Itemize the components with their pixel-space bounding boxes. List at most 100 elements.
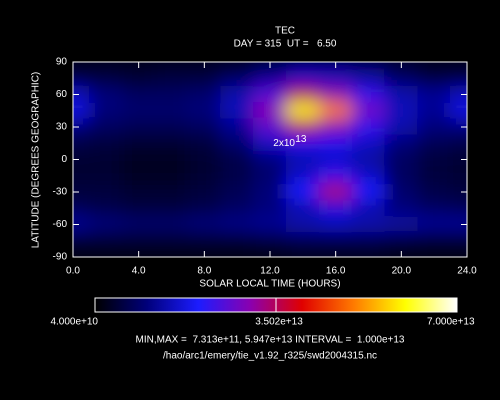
colorbar-tick-label: 4.000e+10 — [50, 317, 98, 328]
field-cell — [73, 215, 90, 234]
field-cell — [384, 69, 419, 87]
field-cell — [121, 183, 156, 201]
field-cell — [88, 248, 123, 257]
field-cell — [253, 134, 287, 152]
field-cell — [384, 167, 419, 185]
field-cell — [450, 69, 467, 87]
field-cell — [285, 248, 320, 257]
field-cell — [73, 167, 90, 185]
field-cell — [285, 102, 320, 120]
field-cell — [450, 248, 467, 257]
field-cell — [220, 248, 255, 257]
field-cell — [351, 215, 386, 234]
field-cell — [220, 134, 255, 152]
field-cell — [220, 150, 255, 169]
field-cell — [73, 118, 90, 136]
field-cell — [318, 183, 353, 201]
field-cell — [285, 215, 320, 234]
field-cell — [220, 183, 255, 201]
field-cell — [450, 167, 467, 185]
field-cell — [187, 69, 222, 87]
field-cell — [73, 69, 90, 87]
y-axis-label: LATITUDE (DEGREES GEOGRAPHIC) — [31, 72, 42, 249]
field-cell — [154, 85, 189, 104]
field-cell — [121, 232, 156, 250]
field-cell — [351, 150, 386, 169]
field-cell — [351, 118, 386, 136]
file-path: /hao/arc1/emery/tie_v1.92_r325/swd200431… — [163, 351, 377, 362]
field-cell — [73, 183, 90, 201]
field-cell — [187, 118, 222, 136]
field-cell — [253, 150, 287, 169]
field-cell — [154, 102, 189, 120]
field-cell — [73, 134, 90, 152]
field-cell — [417, 150, 452, 169]
chart-title: TEC — [275, 26, 295, 37]
field-cell — [154, 199, 189, 217]
field-cell — [121, 215, 156, 234]
field-cell — [318, 150, 353, 169]
field-cell — [187, 85, 222, 104]
field-cell — [450, 215, 467, 234]
field-cell — [417, 232, 452, 250]
field-cell — [154, 118, 189, 136]
x-tick-label: 0.0 — [66, 266, 80, 277]
x-tick-label: 12.0 — [260, 266, 280, 277]
field-cell — [285, 62, 320, 71]
field-cell — [417, 215, 452, 234]
field-cell — [88, 215, 123, 234]
field-cell — [187, 199, 222, 217]
field-cell — [450, 102, 467, 120]
chart-subtitle: DAY = 315 UT = 6.50 — [234, 39, 337, 50]
field-cell — [318, 118, 353, 136]
field-cell — [187, 232, 222, 250]
field-cell — [88, 232, 123, 250]
field-cell — [121, 150, 156, 169]
field-cell — [417, 118, 452, 136]
x-tick-label: 16.0 — [326, 266, 346, 277]
field-cell — [285, 134, 320, 152]
y-tick-label: -90 — [53, 252, 68, 263]
field-cell — [220, 199, 255, 217]
field-cell — [417, 62, 452, 71]
y-tick-label: 0 — [61, 154, 67, 165]
field-cell — [253, 215, 287, 234]
field-cell — [253, 69, 287, 87]
field-cell — [253, 183, 287, 201]
contour-label-exponent: 13 — [295, 134, 307, 145]
field-cell — [220, 69, 255, 87]
field-cell — [253, 199, 287, 217]
field-cell — [253, 167, 287, 185]
field-cell — [450, 134, 467, 152]
field-cell — [73, 62, 90, 71]
field-cell — [253, 85, 287, 104]
field-cell — [187, 215, 222, 234]
colorbar-tick-label: 7.000e+13 — [427, 317, 475, 328]
field-cell — [154, 232, 189, 250]
field-cell — [88, 199, 123, 217]
y-tick-label: -30 — [53, 187, 68, 198]
field-cell — [187, 167, 222, 185]
field-cell — [253, 232, 287, 250]
field-cell — [351, 232, 386, 250]
field-cell — [318, 215, 353, 234]
field-cell — [384, 85, 419, 104]
field-cell — [154, 183, 189, 201]
field-cell — [351, 248, 386, 257]
field-cell — [285, 150, 320, 169]
field-cell — [73, 85, 90, 104]
field-cell — [384, 215, 419, 234]
field-cell — [318, 69, 353, 87]
field-cell — [253, 102, 287, 120]
field-cell — [88, 69, 123, 87]
field-cell — [450, 183, 467, 201]
y-tick-label: 30 — [56, 122, 68, 133]
contour-label: 2x10 — [273, 138, 295, 149]
field-cell — [121, 85, 156, 104]
field-cell — [154, 167, 189, 185]
field-cell — [154, 150, 189, 169]
field-cell — [88, 118, 123, 136]
field-cell — [154, 62, 189, 71]
field-cell — [88, 150, 123, 169]
field-cell — [417, 248, 452, 257]
